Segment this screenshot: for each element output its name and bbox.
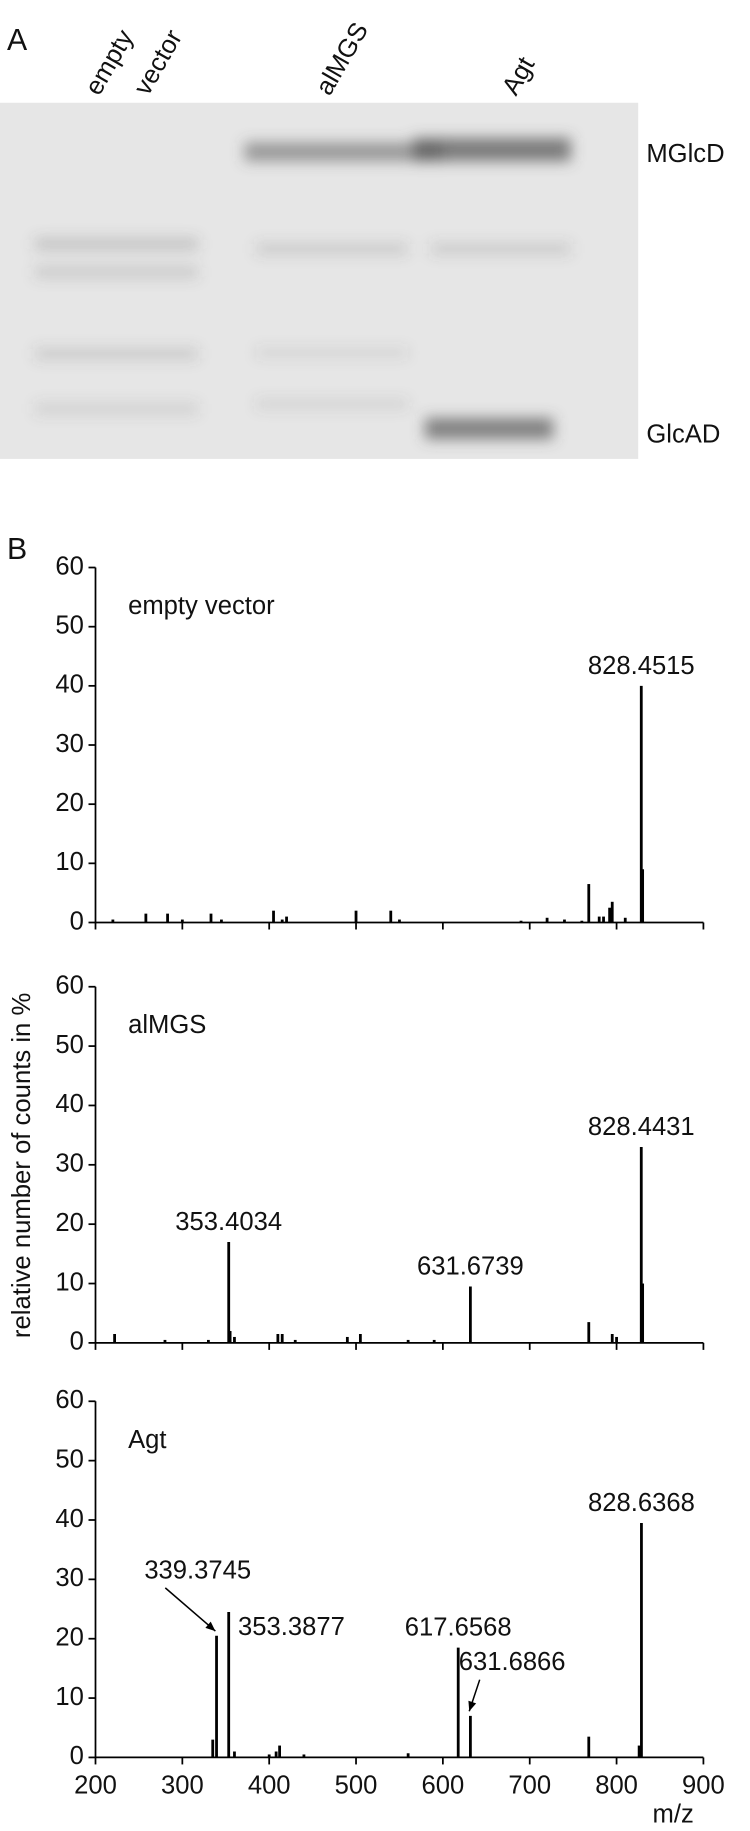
y-tick-label: 40 xyxy=(55,1090,83,1118)
peak-label: 353.3877 xyxy=(238,1613,345,1641)
arrow-head xyxy=(205,1621,216,1632)
x-tick-label: 600 xyxy=(422,1771,465,1799)
y-tick-label: 10 xyxy=(55,848,83,876)
y-tick-label: 50 xyxy=(55,1445,83,1473)
y-tick-label: 0 xyxy=(70,907,84,935)
peak-label: 617.6568 xyxy=(405,1614,512,1642)
chart-title: alMGS xyxy=(128,1011,206,1039)
y-tick-label: 0 xyxy=(70,1742,84,1770)
y-tick-label: 20 xyxy=(55,789,83,817)
y-tick-label: 0 xyxy=(70,1328,84,1356)
gel xyxy=(0,102,639,459)
arrow-head xyxy=(468,1700,477,1712)
chart-title: empty vector xyxy=(128,592,275,620)
chart-title: Agt xyxy=(128,1426,166,1454)
lane-label: alMGS xyxy=(311,18,374,100)
y-tick-label: 30 xyxy=(55,730,83,758)
lane-label: empty xyxy=(80,25,139,100)
y-tick-label: 50 xyxy=(55,611,83,639)
peak-label: 828.4431 xyxy=(588,1113,695,1141)
y-tick-label: 40 xyxy=(55,1505,83,1533)
x-axis-label: m/z xyxy=(653,1801,694,1829)
peak-label: 339.3745 xyxy=(144,1556,251,1584)
x-tick-label: 700 xyxy=(508,1771,551,1799)
peak-label: 631.6739 xyxy=(417,1253,524,1281)
lane-label: vector xyxy=(129,25,188,100)
band-label: GlcAD xyxy=(646,420,720,448)
arrow xyxy=(164,1587,216,1632)
y-tick-label: 30 xyxy=(55,1150,83,1178)
panel-label: B xyxy=(7,533,27,566)
peak-label: 828.4515 xyxy=(588,652,695,680)
x-tick-label: 800 xyxy=(595,1771,638,1799)
x-tick-label: 300 xyxy=(161,1771,204,1799)
band-label: MGlcD xyxy=(646,140,724,168)
peak-label: 828.6368 xyxy=(588,1489,695,1517)
y-tick-label: 40 xyxy=(55,671,83,699)
x-tick-label: 400 xyxy=(248,1771,291,1799)
x-tick-label: 900 xyxy=(682,1771,725,1799)
x-tick-label: 200 xyxy=(74,1771,117,1799)
y-tick-label: 50 xyxy=(55,1031,83,1059)
y-tick-label: 20 xyxy=(55,1209,83,1237)
peak-label: 353.4034 xyxy=(175,1208,282,1236)
y-tick-label: 60 xyxy=(55,1386,83,1414)
lane-label: Agt xyxy=(497,52,540,99)
y-tick-label: 30 xyxy=(55,1564,83,1592)
y-tick-label: 60 xyxy=(55,552,83,580)
peak-label: 631.6866 xyxy=(459,1648,566,1676)
y-tick-label: 10 xyxy=(55,1683,83,1711)
panel-label: A xyxy=(7,24,28,57)
y-tick-label: 60 xyxy=(55,971,83,999)
y-axis-label: relative number of counts in % xyxy=(8,993,36,1338)
y-tick-label: 20 xyxy=(55,1623,83,1651)
x-tick-label: 500 xyxy=(335,1771,378,1799)
y-tick-label: 10 xyxy=(55,1268,83,1296)
